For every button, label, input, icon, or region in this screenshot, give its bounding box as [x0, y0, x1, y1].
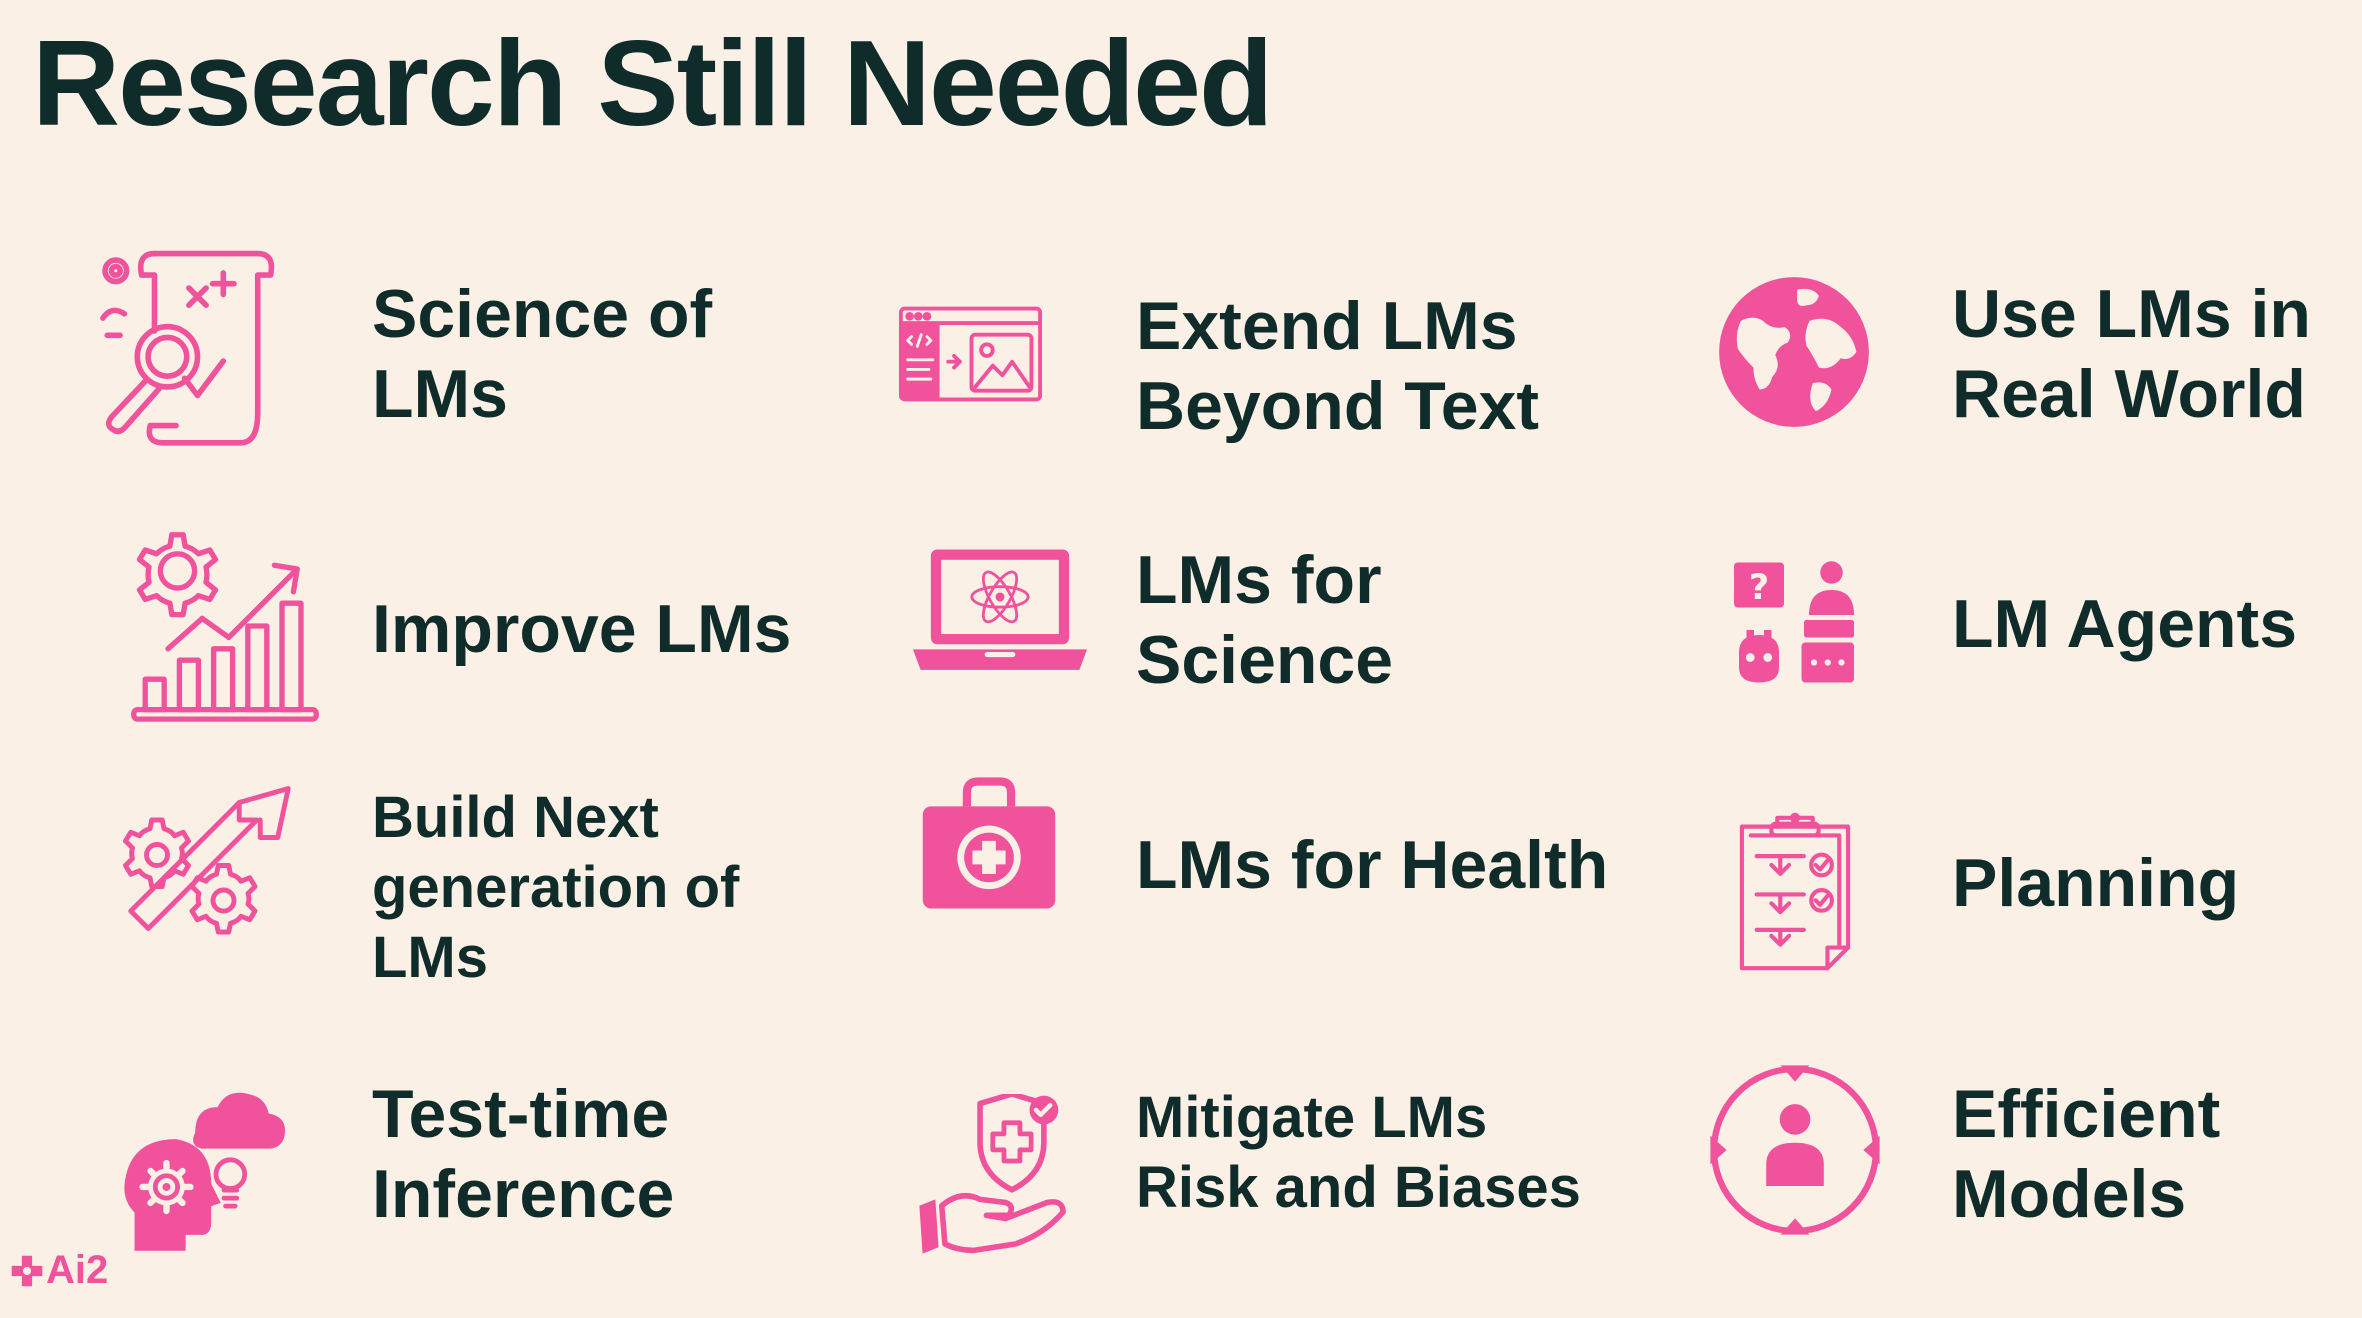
laptop-atom-icon	[910, 547, 1090, 675]
gear-growth-chart-icon	[130, 530, 320, 722]
item-label-science-of-lms: Science of LMs	[372, 276, 713, 432]
code-to-image-icon	[898, 305, 1043, 403]
scroll-magnifier-icon	[90, 245, 305, 460]
item-label-efficient-models: Efficient Models	[1952, 1076, 2221, 1232]
checklist-clipboard-icon	[1736, 810, 1854, 976]
ai2-sparkle-icon	[11, 1255, 43, 1286]
gears-arrow-icon	[115, 778, 311, 953]
item-label-lms-for-health: LMs for Health	[1136, 827, 1609, 903]
person-target-icon	[1705, 1060, 1885, 1240]
medical-kit-icon	[920, 776, 1058, 914]
item-label-mitigate-risks: Mitigate LMs Risk and Biases	[1136, 1085, 1581, 1220]
agent-robot-chat-icon: ?	[1730, 560, 1858, 685]
head-gear-cloud-bulb-icon	[112, 1088, 288, 1254]
item-label-lms-for-science: LMs for Science	[1136, 542, 1394, 698]
item-label-lm-agents: LM Agents	[1952, 586, 2298, 662]
item-label-planning: Planning	[1952, 845, 2240, 921]
item-label-test-time-inference: Test-time Inference	[372, 1076, 675, 1232]
item-label-extend-lms: Extend LMs Beyond Text	[1136, 288, 1540, 444]
hand-shield-icon	[915, 1094, 1077, 1260]
item-label-real-world: Use LMs in Real World	[1952, 276, 2311, 432]
ai2-logo: Ai2	[10, 1248, 108, 1293]
item-label-improve-lms: Improve LMs	[372, 591, 792, 667]
logo-text: Ai2	[46, 1248, 109, 1292]
slide-title: Research Still Needed	[32, 15, 1274, 151]
item-label-build-next-gen: Build Next generation of LMs	[372, 785, 740, 990]
globe-icon	[1716, 274, 1872, 430]
svg-text:?: ?	[1749, 568, 1769, 608]
